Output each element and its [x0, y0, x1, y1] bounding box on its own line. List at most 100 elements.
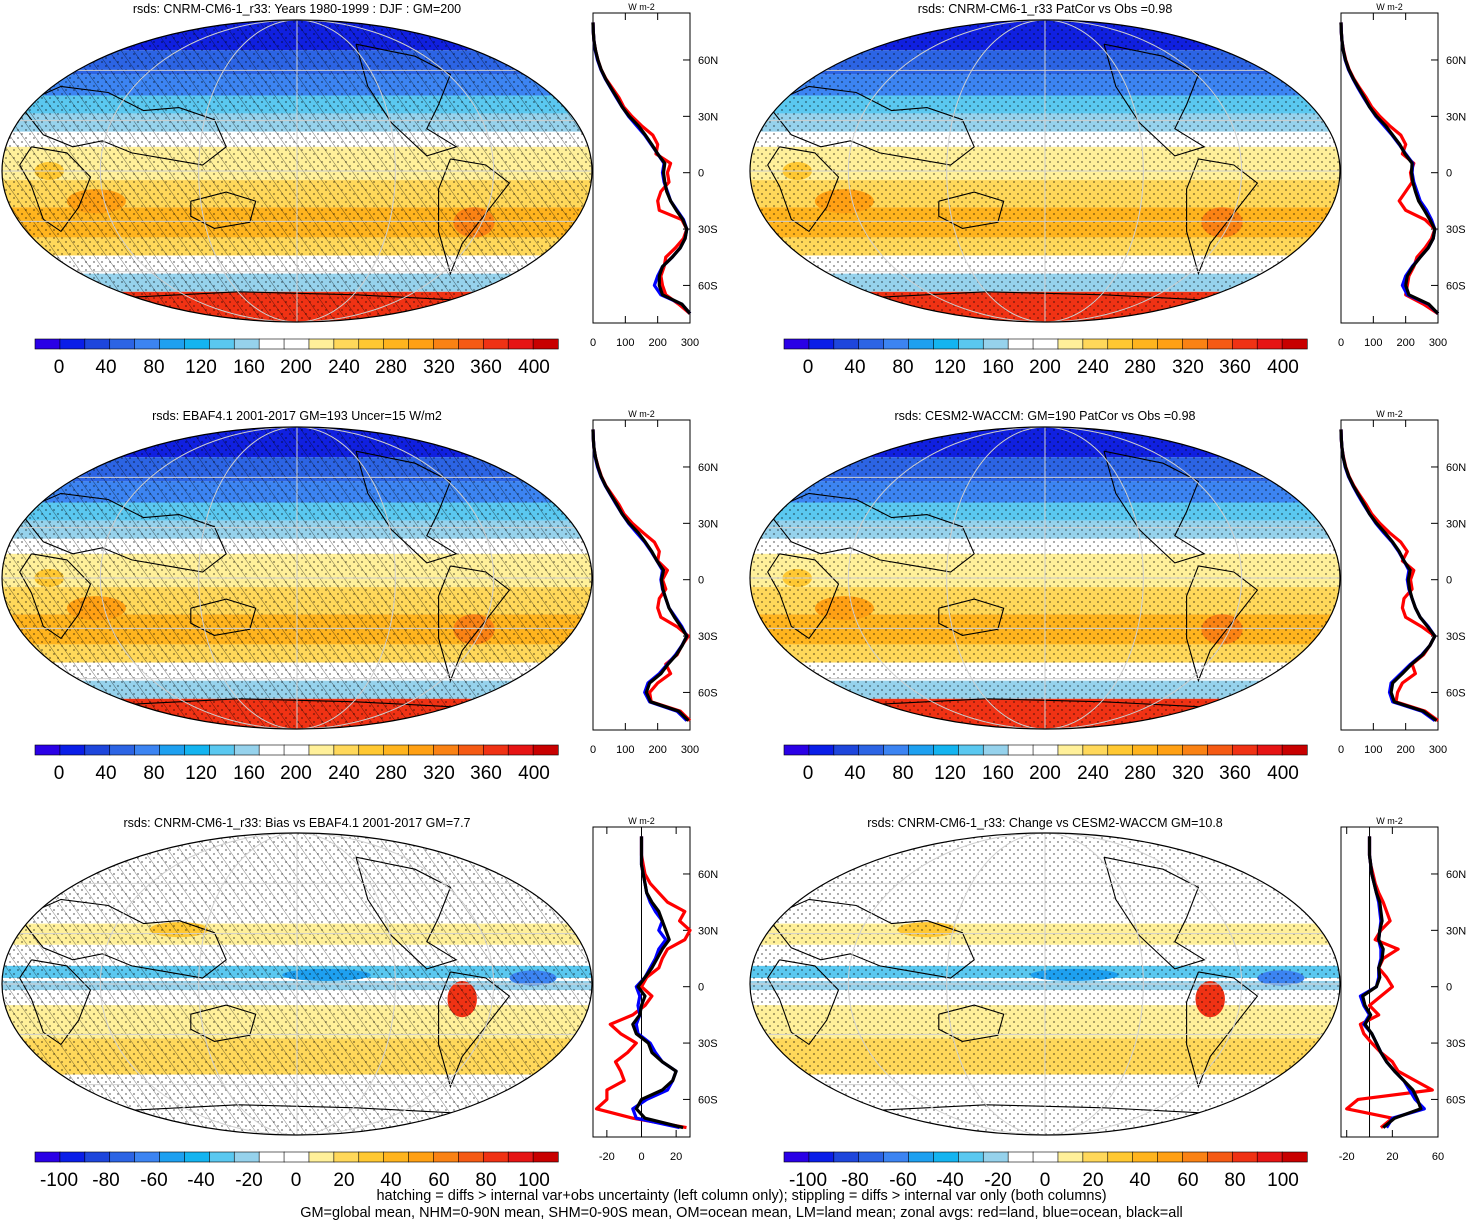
- cb-tick: 40: [95, 357, 116, 378]
- colorbar-swatch: [1231, 1151, 1258, 1163]
- footer-note-legend: GM=global mean, NHM=0-90N mean, SHM=0-90…: [300, 1205, 1183, 1221]
- cb-tick: 320: [423, 763, 455, 784]
- colorbar-swatch: [458, 1151, 484, 1163]
- x-tick-label: 200: [648, 337, 666, 349]
- colorbar-swatch: [532, 338, 559, 350]
- colorbar-swatch: [458, 338, 484, 350]
- cb-tick: 0: [803, 763, 814, 784]
- colorbar-swatch: [507, 744, 534, 756]
- colorbar-swatch: [1256, 744, 1283, 756]
- colorbar-swatch: [1032, 1151, 1059, 1163]
- colorbar-swatch: [1182, 1151, 1208, 1163]
- coastline: [19, 959, 92, 1046]
- colorbar-swatch: [308, 1151, 335, 1163]
- cb-tick: 120: [934, 357, 966, 378]
- y-tick-label: 30S: [1446, 224, 1466, 236]
- colorbar-swatch: [134, 1151, 161, 1163]
- coastline: [355, 856, 458, 970]
- colorbar-swatch: [507, 338, 534, 350]
- y-tick-label: 60N: [1446, 462, 1466, 474]
- coastline: [190, 598, 257, 636]
- y-tick-label: 30S: [698, 1038, 718, 1050]
- colorbar-swatch: [1182, 744, 1208, 756]
- colorbar-swatch: [1207, 744, 1233, 756]
- x-tick-label: 20: [1386, 1151, 1398, 1163]
- cb-tick: 40: [844, 763, 865, 784]
- coastline: [767, 492, 975, 573]
- panel-2: rsds: CNRM-CM6-1_r33 PatCor vs Obs =0.98…: [749, 2, 1466, 378]
- colorbar-swatch: [109, 744, 136, 756]
- zonal-frame: [592, 419, 691, 731]
- colorbar-swatch: [1082, 338, 1109, 350]
- colorbar-swatch: [783, 1151, 810, 1163]
- colorbar-swatch: [933, 744, 959, 756]
- panel-6-map: [749, 832, 1341, 1136]
- graticule-meridian: [946, 20, 1046, 322]
- cb-tick: 240: [1077, 763, 1109, 784]
- unit-label: W m-2: [628, 409, 655, 419]
- zonal-line-all: [591, 22, 692, 315]
- colorbar-swatch: [34, 338, 61, 350]
- colorbar-swatch: [908, 338, 935, 350]
- graticule-meridian: [847, 427, 1046, 729]
- cb-tick: 360: [1219, 357, 1251, 378]
- colorbar-swatch: [109, 338, 136, 350]
- cb-tick: 320: [1172, 357, 1204, 378]
- cb-tick: -80: [841, 1170, 868, 1191]
- y-tick-label: 30S: [698, 631, 718, 643]
- graticule-meridian: [296, 20, 495, 322]
- y-tick-label: 0: [698, 575, 704, 587]
- colorbar-swatch: [958, 744, 984, 756]
- colorbar-swatch: [1281, 338, 1308, 350]
- colorbar-swatch: [1032, 744, 1059, 756]
- colorbar-swatch: [333, 1151, 360, 1163]
- panel-6: rsds: CNRM-CM6-1_r33: Change vs CESM2-WA…: [749, 816, 1466, 1191]
- y-tick-label: 30N: [698, 111, 718, 123]
- colorbar-swatch: [958, 1151, 984, 1163]
- x-tick-label: 300: [1429, 337, 1447, 349]
- colorbar-swatch: [1057, 744, 1084, 756]
- colorbar-swatch: [833, 1151, 860, 1163]
- graticule-meridian: [99, 833, 298, 1135]
- panel-1-title: rsds: CNRM-CM6-1_r33: Years 1980-1999 : …: [133, 2, 461, 16]
- colorbar-swatch: [808, 1151, 835, 1163]
- colorbar-swatch: [84, 744, 111, 756]
- panel-4-colorbar-ticks: 0 40 80 120 160 200 240 280 320 360 400: [803, 763, 1299, 784]
- cb-tick: 0: [1040, 1170, 1051, 1191]
- cb-tick: 120: [934, 763, 966, 784]
- y-tick-label: 60N: [698, 869, 718, 881]
- y-tick-label: 30N: [1446, 518, 1466, 530]
- coastline: [19, 492, 227, 573]
- colorbar-swatch: [783, 338, 810, 350]
- coastline: [767, 85, 975, 166]
- y-tick-label: 0: [698, 168, 704, 180]
- cb-tick: 160: [233, 763, 265, 784]
- colorbar-swatch: [383, 744, 410, 756]
- panel-3-colorbar: [34, 744, 559, 756]
- cb-tick: 320: [1172, 763, 1204, 784]
- cb-tick: 60: [428, 1170, 449, 1191]
- y-tick-label: 30N: [698, 925, 718, 937]
- cb-tick: 40: [380, 1170, 401, 1191]
- colorbar-swatch: [1132, 744, 1159, 756]
- colorbar-swatch: [883, 338, 910, 350]
- cb-tick: -100: [789, 1170, 827, 1191]
- panel-5-title: rsds: CNRM-CM6-1_r33: Bias vs EBAF4.1 20…: [123, 816, 470, 830]
- colorbar-swatch: [333, 338, 360, 350]
- colorbar-swatch: [283, 744, 310, 756]
- colorbar-swatch: [333, 744, 360, 756]
- y-tick-label: 30S: [1446, 1038, 1466, 1050]
- x-tick-label: 0: [590, 744, 596, 756]
- panel-5-zonal-plot: -20 0 20 60N 30N 0 30S 60S W m-2: [592, 816, 718, 1163]
- panel-3-colorbar-ticks: 0 40 80 120 160 200 240 280 320 360 400: [54, 763, 550, 784]
- panel-3-map: [1, 426, 593, 730]
- colorbar-swatch: [1157, 1151, 1184, 1163]
- colorbar-swatch: [233, 744, 260, 756]
- panel-2-title: rsds: CNRM-CM6-1_r33 PatCor vs Obs =0.98: [918, 2, 1173, 16]
- coastline: [19, 898, 227, 979]
- x-tick-label: 300: [681, 744, 699, 756]
- coastline: [767, 146, 840, 233]
- y-tick-label: 60S: [698, 1094, 718, 1106]
- cb-tick: 120: [185, 763, 217, 784]
- cb-tick: 20: [333, 1170, 354, 1191]
